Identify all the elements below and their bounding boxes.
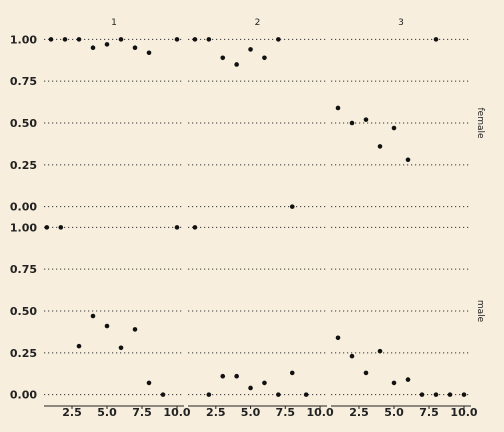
x-tick-label: 10.0 [306, 406, 333, 419]
data-point [174, 37, 180, 42]
data-point [76, 37, 82, 42]
data-point [433, 392, 439, 397]
y-tick-label: 0.00 [10, 389, 37, 402]
data-point [160, 392, 166, 397]
data-point [391, 380, 397, 386]
data-point [289, 370, 295, 376]
row-strip-label: female [475, 107, 485, 138]
x-tick-label: 5.0 [97, 406, 117, 419]
x-tick-label: 5.0 [241, 406, 261, 419]
y-tick-label: 1.00 [10, 33, 37, 46]
data-point [262, 380, 267, 386]
data-point [206, 392, 212, 397]
data-point [44, 225, 50, 230]
data-point [248, 385, 253, 391]
y-tick-label: 0.50 [10, 305, 37, 318]
data-point [276, 37, 281, 42]
x-tick-label: 7.5 [419, 406, 439, 419]
x-tick-label: 10.0 [163, 406, 190, 419]
data-point [447, 392, 453, 397]
data-point [234, 62, 239, 67]
data-point [234, 373, 239, 379]
data-point [132, 327, 138, 332]
data-point [62, 37, 68, 42]
column-strip-label: 2 [255, 18, 261, 28]
y-tick-label: 0.75 [10, 75, 37, 88]
data-point [146, 50, 152, 56]
x-tick-label: 2.5 [62, 406, 82, 419]
data-point [104, 323, 110, 329]
data-point [363, 117, 369, 122]
data-point [349, 353, 355, 359]
data-point [303, 392, 309, 397]
column-strip-label: 1 [111, 18, 117, 28]
y-tick-label: 0.00 [10, 201, 37, 214]
data-point [220, 373, 226, 379]
x-tick-label: 10.0 [450, 406, 477, 419]
x-tick-label: 5.0 [384, 406, 404, 419]
data-point [220, 55, 226, 61]
data-point [118, 37, 124, 42]
data-point [276, 392, 281, 397]
data-point [174, 225, 180, 230]
data-point [335, 105, 341, 111]
data-point [262, 55, 267, 61]
data-point [132, 45, 138, 51]
y-tick-label: 0.75 [10, 263, 37, 276]
data-point [90, 45, 96, 51]
data-point [405, 157, 411, 163]
data-point [363, 370, 369, 376]
data-point [248, 47, 253, 52]
data-point [146, 380, 152, 386]
y-tick-label: 0.25 [10, 347, 37, 360]
data-point [289, 204, 295, 209]
data-point [433, 37, 439, 42]
x-tick-label: 2.5 [349, 406, 369, 419]
data-point [377, 348, 383, 354]
y-tick-label: 0.25 [10, 159, 37, 172]
data-point [461, 392, 467, 397]
data-point [76, 343, 82, 349]
data-point [335, 335, 341, 341]
data-point [349, 120, 355, 126]
data-point [90, 313, 96, 319]
y-tick-label: 1.00 [10, 221, 37, 234]
data-point [192, 37, 198, 42]
data-point [192, 225, 198, 230]
data-point [419, 392, 425, 397]
y-tick-label: 0.50 [10, 117, 37, 130]
row-strip-label: male [475, 300, 485, 323]
x-tick-label: 7.5 [276, 406, 296, 419]
data-point [206, 37, 212, 42]
x-tick-label: 7.5 [132, 406, 152, 419]
data-point [118, 345, 124, 351]
data-point [104, 42, 110, 47]
data-point [48, 37, 54, 42]
data-point [405, 377, 411, 382]
data-point [391, 125, 397, 131]
column-strip-label: 3 [398, 18, 404, 28]
data-point [377, 144, 383, 149]
data-point [58, 225, 64, 230]
x-tick-label: 2.5 [206, 406, 226, 419]
